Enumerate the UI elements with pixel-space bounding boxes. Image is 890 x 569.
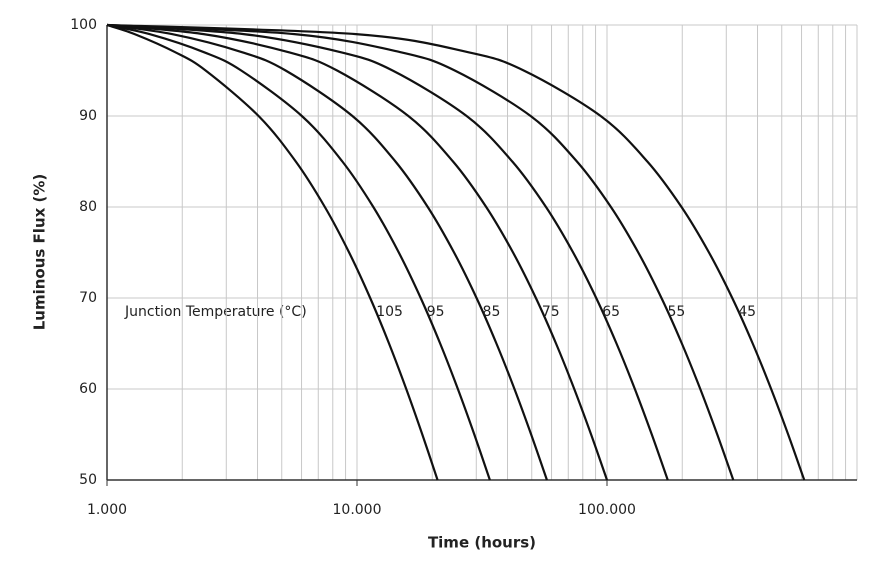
y-tick-label: 50 [79,472,97,488]
x-tick-label: 10.000 [333,502,382,518]
x-tick-label: 100.000 [578,502,636,518]
series-label: 85 [483,304,501,320]
series-label: 95 [427,304,445,320]
curve [106,23,491,481]
curve [106,23,609,481]
curve [106,23,439,481]
curve [106,23,548,481]
series-label: 55 [667,304,685,320]
y-tick-label: 90 [79,108,97,124]
y-tick-label: 60 [79,381,97,397]
y-tick-label: 70 [79,290,97,306]
y-tick-label: 100 [70,17,97,33]
series-label: 105 [376,304,403,320]
x-tick-label: 1.000 [87,502,127,518]
series-label: 65 [602,304,620,320]
curve [106,23,669,481]
curve [106,23,806,481]
curve [106,23,735,481]
series-label: 45 [738,304,756,320]
annotation: Junction Temperature (°C) [124,304,307,320]
y-tick-label: 80 [79,199,97,215]
series-label: 75 [542,304,560,320]
y-axis-title: Luminous Flux (%) [31,174,49,331]
x-axis-title: Time (hours) [428,534,536,552]
